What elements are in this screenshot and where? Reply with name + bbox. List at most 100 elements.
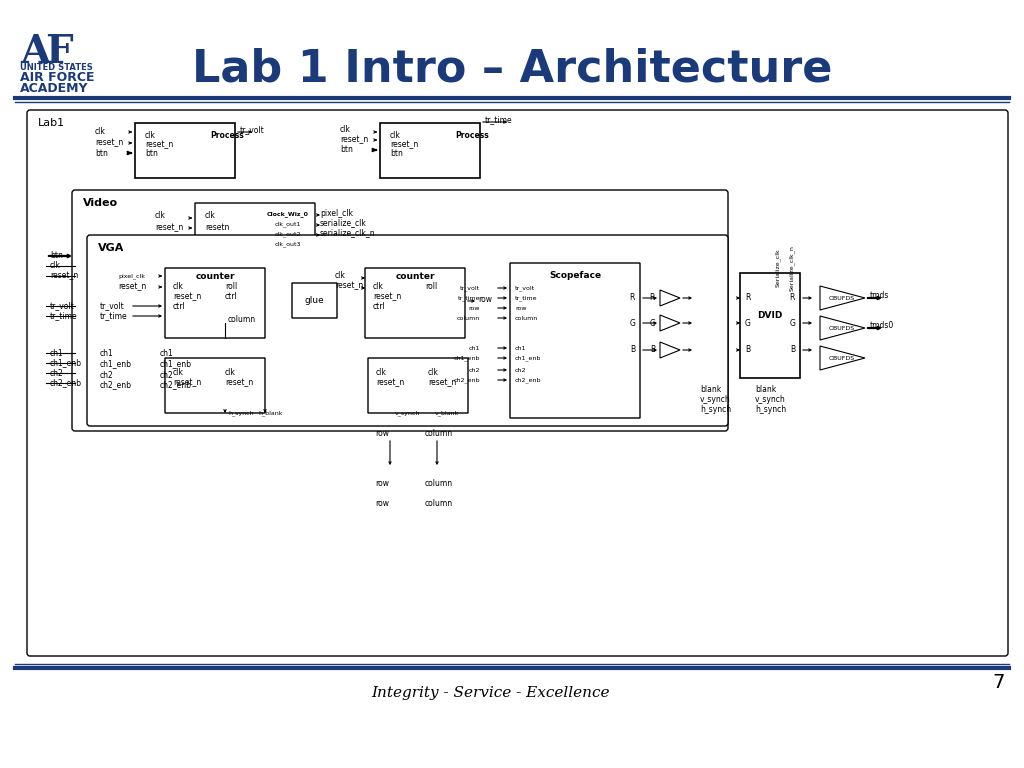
Text: glue: glue	[304, 296, 325, 305]
Text: reset_n: reset_n	[145, 140, 173, 149]
Text: reset_n: reset_n	[95, 138, 123, 147]
Text: A: A	[20, 33, 50, 71]
Text: G: G	[629, 319, 635, 327]
FancyBboxPatch shape	[135, 123, 234, 178]
Text: row: row	[375, 429, 389, 438]
Text: DVID: DVID	[758, 311, 782, 320]
Text: ctrl: ctrl	[173, 302, 185, 311]
Text: reset_n: reset_n	[340, 135, 369, 144]
Text: Lab1: Lab1	[38, 118, 66, 128]
Text: ctrl: ctrl	[373, 302, 386, 311]
Text: clk: clk	[173, 368, 184, 377]
Text: tmds: tmds	[870, 292, 890, 300]
Text: clk: clk	[225, 368, 236, 377]
Text: G: G	[745, 319, 751, 327]
Text: tmds0: tmds0	[870, 322, 894, 330]
Text: G: G	[790, 319, 795, 327]
Text: ch1_enb: ch1_enb	[100, 359, 132, 369]
Text: tr_time: tr_time	[50, 312, 78, 320]
Text: h_synch: h_synch	[755, 406, 786, 415]
Text: tr_volt: tr_volt	[460, 285, 480, 291]
Text: R: R	[649, 293, 655, 303]
Text: clk: clk	[373, 282, 384, 291]
Text: clk: clk	[155, 211, 166, 220]
Text: clk_out1: clk_out1	[275, 221, 301, 227]
Text: row: row	[469, 306, 480, 310]
FancyBboxPatch shape	[510, 263, 640, 418]
Text: ch1_enb: ch1_enb	[50, 359, 82, 368]
Text: row: row	[515, 306, 526, 310]
Text: Clock_Wiz_0: Clock_Wiz_0	[267, 211, 309, 217]
Text: clk: clk	[376, 368, 387, 377]
FancyBboxPatch shape	[195, 203, 315, 248]
Text: v_synch: v_synch	[700, 396, 731, 405]
Text: column: column	[425, 429, 454, 438]
Text: Lab 1 Intro – Architecture: Lab 1 Intro – Architecture	[191, 48, 833, 91]
Text: ACADEMY: ACADEMY	[20, 82, 88, 95]
Text: Process: Process	[210, 131, 244, 140]
Text: ch1: ch1	[469, 346, 480, 350]
Text: tr_volt: tr_volt	[515, 285, 536, 291]
Text: clk: clk	[428, 368, 439, 377]
Text: roll: roll	[425, 282, 437, 291]
Text: R: R	[790, 293, 795, 303]
Text: ch2: ch2	[515, 368, 526, 372]
FancyBboxPatch shape	[27, 110, 1008, 656]
Text: h_synch: h_synch	[228, 410, 254, 415]
Text: clk_out2: clk_out2	[275, 231, 301, 237]
Text: btn: btn	[95, 148, 108, 157]
Text: tr_volt: tr_volt	[240, 125, 265, 134]
Text: row: row	[375, 478, 389, 488]
Text: Serialize_clk: Serialize_clk	[775, 249, 781, 287]
Text: ch2_enb: ch2_enb	[160, 380, 193, 389]
Text: reset_n: reset_n	[390, 140, 418, 149]
Text: serialize_clk: serialize_clk	[319, 219, 367, 227]
FancyBboxPatch shape	[87, 235, 728, 426]
Text: reset_n: reset_n	[173, 292, 202, 301]
Text: v_blank: v_blank	[435, 410, 459, 415]
Text: column: column	[425, 478, 454, 488]
Text: UNITED STATES: UNITED STATES	[20, 63, 93, 72]
Text: column: column	[457, 316, 480, 320]
FancyBboxPatch shape	[368, 358, 468, 413]
Text: ch1_enb: ch1_enb	[515, 355, 542, 361]
Text: clk: clk	[145, 131, 156, 140]
Text: row: row	[375, 498, 389, 508]
FancyBboxPatch shape	[165, 268, 265, 338]
Text: btn: btn	[390, 149, 402, 158]
Text: column: column	[228, 316, 256, 325]
Text: ctrl: ctrl	[225, 292, 238, 301]
Text: ch2: ch2	[160, 370, 174, 379]
Text: ch2_enb: ch2_enb	[100, 380, 132, 389]
Text: reset_n: reset_n	[118, 283, 146, 292]
Text: tr_time: tr_time	[485, 115, 513, 124]
Text: tr_volt: tr_volt	[50, 302, 75, 310]
Text: ch2_enb: ch2_enb	[454, 377, 480, 382]
Text: OBUFDS: OBUFDS	[829, 356, 855, 360]
Text: row: row	[478, 296, 492, 304]
Text: pixel_clk: pixel_clk	[118, 273, 145, 279]
Text: B: B	[650, 346, 655, 355]
Text: reset_n: reset_n	[173, 378, 202, 387]
Text: clk: clk	[340, 125, 351, 134]
Text: counter: counter	[395, 272, 435, 281]
Text: reset_n: reset_n	[155, 223, 183, 233]
Text: B: B	[630, 346, 635, 355]
Text: Process: Process	[455, 131, 488, 140]
Text: pixel_clk: pixel_clk	[319, 208, 353, 217]
Text: tr_time: tr_time	[515, 295, 538, 301]
Text: reset_n: reset_n	[50, 272, 78, 280]
FancyBboxPatch shape	[380, 123, 480, 178]
Text: h_blank: h_blank	[258, 410, 283, 415]
Text: btn: btn	[145, 149, 158, 158]
Text: F: F	[45, 33, 73, 71]
Text: column: column	[515, 316, 539, 320]
Text: ch2_enb: ch2_enb	[515, 377, 542, 382]
Text: resetn: resetn	[205, 223, 229, 232]
Text: v_synch: v_synch	[395, 410, 421, 415]
Text: roll: roll	[225, 282, 238, 291]
Text: serialize_clk_n: serialize_clk_n	[319, 229, 376, 237]
Text: Scopeface: Scopeface	[549, 271, 601, 280]
Text: reset_n: reset_n	[225, 378, 253, 387]
Text: clk_out3: clk_out3	[275, 241, 301, 247]
